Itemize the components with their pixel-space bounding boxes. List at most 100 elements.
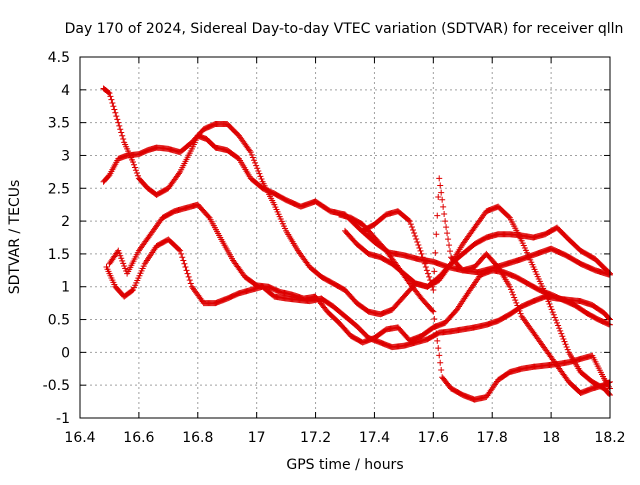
data-point xyxy=(515,305,522,312)
data-point xyxy=(436,352,443,359)
data-point xyxy=(247,149,254,156)
data-point xyxy=(557,327,564,334)
data-point xyxy=(119,132,126,139)
data-point xyxy=(117,126,124,133)
data-point xyxy=(548,306,555,313)
data-point xyxy=(405,217,412,224)
data-point xyxy=(442,218,449,225)
data-point xyxy=(120,260,127,267)
y-tick-label: 0.5 xyxy=(48,313,70,329)
data-point xyxy=(246,147,253,154)
data-point xyxy=(556,325,563,332)
data-point xyxy=(116,122,123,129)
data-point xyxy=(122,265,129,272)
data-point xyxy=(438,367,445,374)
data-point xyxy=(184,270,191,277)
chart-title: Day 170 of 2024, Sidereal Day-to-day VTE… xyxy=(65,21,624,37)
data-point xyxy=(441,210,448,217)
data-point xyxy=(134,172,141,179)
data-point xyxy=(435,194,442,201)
data-point xyxy=(419,254,426,261)
data-point xyxy=(249,154,256,161)
data-point xyxy=(550,311,557,318)
data-point xyxy=(107,93,114,100)
data-point xyxy=(121,262,128,269)
data-points xyxy=(100,85,613,403)
data-point xyxy=(606,390,613,397)
data-point xyxy=(506,283,513,290)
y-tick-label: 3.5 xyxy=(48,116,70,132)
y-tick-label: 1.5 xyxy=(48,247,70,263)
data-point xyxy=(256,170,263,177)
data-point xyxy=(254,165,261,172)
data-point xyxy=(437,182,444,189)
data-point xyxy=(424,270,431,277)
data-point xyxy=(105,89,112,96)
data-point xyxy=(434,212,441,219)
data-point xyxy=(436,175,443,182)
y-tick-label: 0 xyxy=(61,345,70,361)
data-point xyxy=(439,196,446,203)
data-point xyxy=(181,260,188,267)
data-point xyxy=(427,277,434,284)
data-point xyxy=(133,169,140,176)
data-point xyxy=(564,346,571,353)
x-tick-label: 17.8 xyxy=(477,430,508,446)
data-point xyxy=(443,224,450,231)
data-point xyxy=(516,307,523,314)
data-point xyxy=(542,290,549,297)
data-point xyxy=(409,227,416,234)
x-tick-label: 17.6 xyxy=(418,430,449,446)
y-axis-label: SDTVAR / TECUs xyxy=(7,180,23,295)
data-point xyxy=(418,250,425,257)
data-point xyxy=(118,129,125,136)
x-tick-label: 17.2 xyxy=(300,430,331,446)
data-point xyxy=(187,280,194,287)
data-point xyxy=(606,315,613,322)
data-point xyxy=(420,257,427,264)
data-point xyxy=(112,109,119,116)
data-point xyxy=(110,103,117,110)
data-point xyxy=(253,162,260,169)
data-point xyxy=(546,301,553,308)
data-point xyxy=(555,322,562,329)
data-point xyxy=(176,170,183,177)
data-point xyxy=(505,213,512,220)
data-point xyxy=(178,250,185,257)
data-point xyxy=(131,164,138,171)
data-point xyxy=(407,221,414,228)
y-tick-label: 1 xyxy=(61,280,70,296)
axis-ticks: 16.4 16.6 16.8 17 17.2 17.4 17.6 17.8 18 18.2 -1 -0… xyxy=(43,50,626,446)
data-point xyxy=(430,308,437,315)
data-point xyxy=(432,323,439,330)
data-point xyxy=(132,167,139,174)
data-point xyxy=(129,287,136,294)
data-point xyxy=(255,167,262,174)
data-point xyxy=(120,136,127,143)
data-point xyxy=(606,379,613,386)
data-point xyxy=(109,99,116,106)
data-point xyxy=(179,254,186,261)
data-point xyxy=(445,236,452,243)
data-point xyxy=(547,303,554,310)
x-tick-label: 18 xyxy=(542,430,560,446)
data-point xyxy=(446,262,453,269)
data-point xyxy=(514,302,521,309)
data-point xyxy=(185,273,192,280)
data-point xyxy=(433,231,440,238)
data-point xyxy=(416,244,423,251)
data-point xyxy=(108,96,115,103)
y-tick-label: -0.5 xyxy=(43,378,70,394)
data-point xyxy=(106,90,113,97)
data-point xyxy=(432,249,439,256)
data-point xyxy=(205,213,212,220)
data-point xyxy=(258,176,265,183)
data-point xyxy=(114,116,121,123)
data-point xyxy=(429,307,436,314)
plot-frame xyxy=(79,56,611,419)
y-tick-label: 3 xyxy=(61,148,70,164)
data-point xyxy=(422,264,429,271)
data-point xyxy=(561,338,568,345)
